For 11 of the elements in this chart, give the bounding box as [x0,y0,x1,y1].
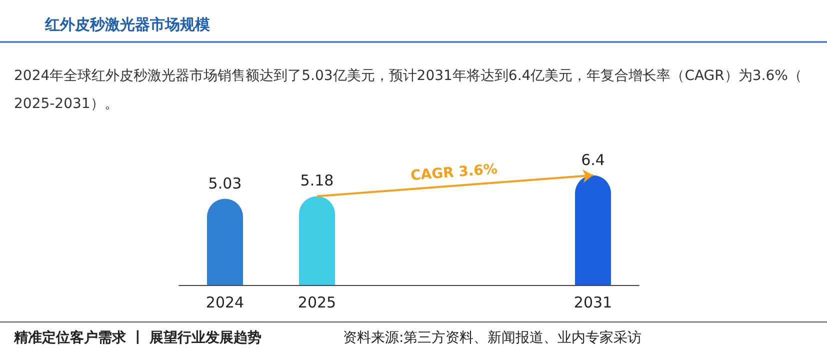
chart-title: 红外皮秒激光器市场规模 [44,16,211,34]
data-label: 5.18 [300,172,334,190]
annotation: CAGR 3.6% [410,162,498,184]
text: 精准定位客户需求 丨 展望行业发展趋势 [13,329,262,346]
chart-subtitle: 2024年全球红外皮秒激光器市场销售额达到了5.03亿美元，预计2031年将达到6.4亿美元，年复合增长率（CAGR）为3.6%（2025-2031）。 [14,68,802,112]
data-label: 6.4 [581,150,605,169]
text: 资料来源:第三方资料、新闻报道、业内专家采访 [343,330,642,346]
x-tick-label: 2031 [574,294,612,312]
x-tick-label: 2025 [298,294,336,312]
data-label: 5.03 [208,174,242,192]
x-tick-label: 2024 [206,294,244,312]
